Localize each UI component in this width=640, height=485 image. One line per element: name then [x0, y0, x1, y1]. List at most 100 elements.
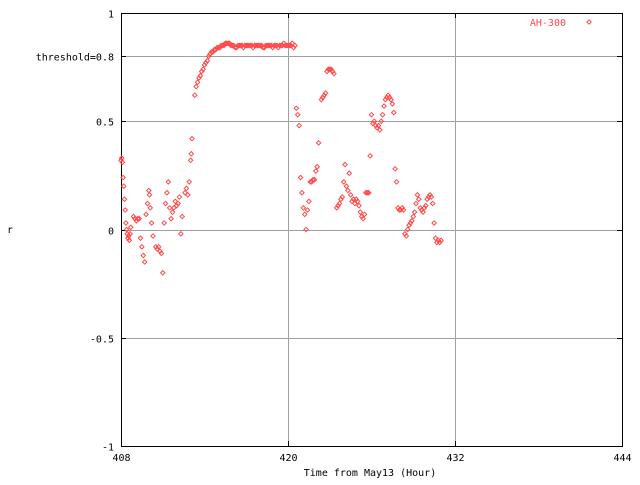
- data-point: [186, 178, 193, 185]
- data-point: [404, 226, 411, 233]
- data-point: [301, 211, 308, 218]
- data-point: [364, 189, 371, 196]
- data-point: [194, 79, 201, 86]
- data-point: [121, 196, 128, 203]
- data-point: [157, 248, 163, 255]
- data-points: [118, 40, 444, 276]
- data-point: [420, 209, 426, 216]
- data-point: [422, 202, 429, 209]
- data-point: [122, 220, 129, 226]
- data-point: [414, 191, 421, 198]
- legend-marker-icon: [586, 19, 592, 25]
- data-point: [378, 118, 385, 125]
- y-tick-label: 0: [108, 227, 114, 238]
- data-point: [189, 135, 195, 142]
- y-tick-label: -0.5: [90, 335, 114, 346]
- data-point: [299, 189, 305, 196]
- data-point: [354, 198, 361, 205]
- data-point: [293, 105, 300, 112]
- data-point: [428, 194, 435, 200]
- data-point: [367, 152, 374, 159]
- data-point: [119, 159, 126, 166]
- data-point: [381, 103, 387, 110]
- data-point: [138, 243, 145, 250]
- data-point: [159, 269, 166, 276]
- data-point: [300, 204, 307, 211]
- data-point: [389, 101, 396, 107]
- data-point: [191, 92, 198, 99]
- data-point: [141, 259, 148, 265]
- y-tick-label: 1: [108, 10, 114, 21]
- data-point: [388, 96, 394, 103]
- data-point: [329, 68, 336, 75]
- data-point: [365, 189, 372, 196]
- data-point: [168, 215, 175, 222]
- data-point: [162, 200, 169, 207]
- data-point: [368, 111, 375, 118]
- data-point: [312, 168, 319, 174]
- data-point: [403, 233, 410, 239]
- data-point: [122, 207, 129, 213]
- data-point: [322, 90, 329, 97]
- x-tick-label: 408: [112, 453, 130, 464]
- data-point: [150, 233, 156, 239]
- data-point: [179, 213, 186, 220]
- data-point: [356, 202, 362, 209]
- data-point: [314, 163, 321, 170]
- data-point: [375, 122, 382, 129]
- data-point: [339, 194, 346, 200]
- data-point: [296, 122, 303, 129]
- data-point: [193, 83, 200, 90]
- data-point: [400, 207, 407, 213]
- data-point: [165, 178, 172, 185]
- tick-labels: -1 -0.5 0 0.5 threshold=0.8 1 408 420 432 444: [36, 10, 632, 465]
- data-point: [331, 70, 337, 77]
- data-point: [304, 207, 311, 213]
- data-point: [371, 118, 378, 125]
- data-point: [161, 220, 168, 226]
- plot-border: [121, 13, 623, 447]
- data-point: [204, 57, 211, 64]
- data-point: [294, 111, 301, 118]
- data-point: [413, 200, 419, 207]
- y-axis-label: r: [7, 225, 13, 236]
- data-point: [427, 191, 433, 198]
- x-tick-label: 444: [613, 453, 631, 464]
- data-point: [360, 215, 367, 222]
- axes: [121, 13, 623, 447]
- data-point: [376, 127, 383, 133]
- data-point: [343, 183, 350, 190]
- data-point: [310, 176, 316, 183]
- data-point: [379, 111, 386, 118]
- data-point: [340, 178, 347, 185]
- y-tick-label: 0.5: [96, 118, 114, 129]
- data-point: [415, 196, 422, 203]
- y-tick-label: threshold=0.8: [36, 53, 114, 64]
- data-point: [336, 200, 343, 207]
- data-point: [197, 72, 204, 79]
- data-point: [315, 139, 322, 146]
- data-point: [386, 94, 393, 101]
- data-point: [303, 226, 309, 233]
- data-point: [392, 165, 399, 172]
- data-point: [390, 109, 397, 116]
- data-point: [143, 211, 149, 218]
- data-point: [361, 211, 368, 218]
- data-point: [183, 185, 190, 192]
- data-point: [169, 209, 176, 216]
- data-point: [120, 183, 127, 190]
- data-point: [184, 191, 191, 198]
- data-point: [177, 230, 184, 237]
- data-point: [393, 178, 400, 185]
- data-point: [146, 191, 153, 198]
- data-point: [431, 220, 438, 226]
- data-point: [410, 213, 417, 220]
- data-point: [176, 194, 183, 200]
- legend: AH-300: [530, 18, 592, 29]
- y-tick-label: -1: [102, 443, 114, 454]
- data-point: [347, 191, 354, 198]
- data-point: [140, 252, 147, 259]
- data-point: [328, 66, 335, 73]
- data-point: [401, 230, 408, 237]
